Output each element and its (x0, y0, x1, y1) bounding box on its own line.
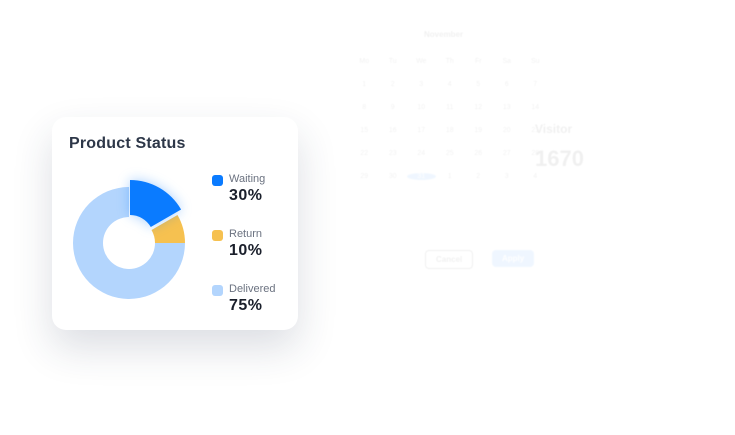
donut-slice-return (151, 215, 185, 243)
calendar-day[interactable]: 3 (504, 173, 509, 180)
calendar-day[interactable]: 14 (531, 104, 540, 111)
calendar-day[interactable]: 7 (533, 81, 538, 88)
calendar-day[interactable]: 22 (360, 150, 369, 157)
donut-slice-delivered (73, 187, 185, 299)
legend-label: Waiting (229, 173, 266, 185)
calendar-grid: Mo Tu We Th Fr Sa Su 1 2 3 4 5 6 7 8 9 10 11 12 13 14 15 16 17 1… (350, 58, 550, 180)
calendar-day[interactable]: 28 (531, 150, 540, 157)
legend-swatch-delivered (212, 285, 223, 296)
calendar-day[interactable]: 12 (474, 104, 483, 111)
calendar-day[interactable]: 2 (390, 81, 395, 88)
calendar-day[interactable]: 16 (388, 127, 397, 134)
legend-swatch-waiting (212, 175, 223, 186)
calendar-day[interactable]: 6 (504, 81, 509, 88)
legend-swatch-return (212, 230, 223, 241)
calendar-day[interactable]: 23 (388, 150, 397, 157)
calendar-day[interactable]: 17 (417, 127, 426, 134)
calendar-day[interactable]: 5 (476, 81, 481, 88)
apply-button[interactable]: Apply (492, 250, 535, 267)
weekday-label: Su (530, 58, 540, 65)
calendar-day[interactable]: 20 (502, 127, 511, 134)
product-status-card: Product Status Waiting 30% Return 10% De… (52, 117, 298, 330)
visitor-value: 1670 (535, 146, 584, 171)
donut-chart (73, 180, 185, 299)
calendar-day[interactable]: 1 (447, 173, 452, 180)
legend-value: 30% (229, 187, 263, 204)
calendar-day[interactable]: 26 (474, 150, 483, 157)
legend-value: 10% (229, 242, 263, 259)
calendar-day[interactable]: 8 (362, 104, 367, 111)
calendar-day[interactable]: 4 (447, 81, 452, 88)
calendar-day[interactable]: 1 (362, 81, 367, 88)
cancel-button[interactable]: Cancel (425, 250, 474, 269)
calendar-day[interactable]: 10 (417, 104, 426, 111)
calendar-day[interactable]: 13 (502, 104, 511, 111)
donut-slice-waiting (130, 180, 182, 227)
weekday-label: Th (445, 58, 454, 65)
calendar-day[interactable]: 24 (417, 150, 426, 157)
calendar-day[interactable]: 30 (388, 173, 397, 180)
card-title: Product Status (69, 135, 186, 152)
calendar-month: November (424, 30, 464, 39)
weekday-label: We (416, 58, 427, 65)
calendar-day[interactable]: 15 (360, 127, 369, 134)
visitor-label: Visitor (535, 122, 573, 136)
legend-label: Delivered (229, 283, 276, 295)
calendar-day[interactable]: 18 (445, 127, 454, 134)
calendar-day[interactable]: 2 (476, 173, 481, 180)
weekday-label: Fr (474, 58, 482, 65)
calendar-day[interactable]: 25 (445, 150, 454, 157)
calendar-day[interactable]: 31 (407, 173, 436, 180)
calendar-day[interactable]: 29 (360, 173, 369, 180)
calendar-day[interactable]: 21 (531, 127, 540, 134)
weekday-label: Sa (502, 58, 512, 65)
calendar-day[interactable]: 11 (446, 104, 454, 111)
background-calendar: November Mo Tu We Th Fr Sa Su 1 2 3 4 5 6 7 8 9 10 11 12 13… (330, 0, 735, 435)
weekday-label: Tu (388, 58, 397, 65)
calendar-day[interactable]: 19 (474, 127, 483, 134)
legend-value: 75% (229, 297, 263, 314)
weekday-label: Mo (359, 58, 370, 65)
calendar-day[interactable]: 9 (390, 104, 395, 111)
legend-label: Return (229, 228, 263, 240)
calendar-day[interactable]: 3 (419, 81, 424, 88)
calendar-day[interactable]: 4 (533, 173, 538, 180)
calendar-day[interactable]: 27 (502, 150, 511, 157)
